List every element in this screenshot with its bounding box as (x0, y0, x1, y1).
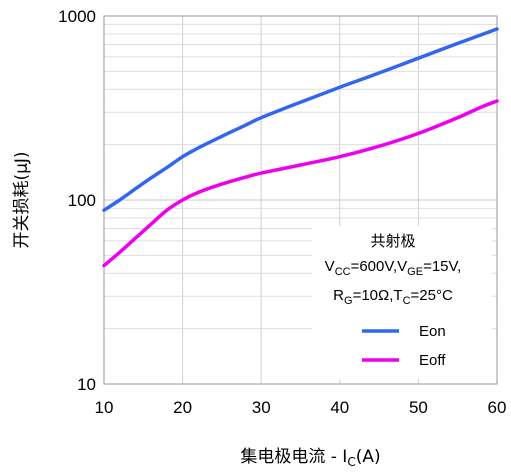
x-tick-label: 50 (409, 398, 428, 417)
x-axis-label: 集电极电流 - IC(A) (240, 447, 380, 469)
annotation-text-part: CC (335, 266, 351, 278)
annotation-text-part: =600V,V (351, 258, 408, 275)
y-tick-labels: 10 100 1000 (58, 7, 96, 394)
x-tick-label: 40 (330, 398, 349, 417)
annotation-line-3: RG=10Ω,TC=25°C (333, 287, 453, 307)
series-line-eon (102, 27, 499, 212)
annotation-text-part: C (403, 295, 411, 307)
x-axis-label-sub: C (347, 455, 355, 469)
legend-label-eoff: Eoff (419, 352, 446, 369)
annotation-line-1: 共射极 (370, 232, 415, 250)
x-axis-label-tail: (A) (356, 447, 381, 467)
series-layer (102, 27, 499, 268)
annotation-text-part: V (325, 258, 335, 275)
plot-frame (103, 15, 498, 385)
x-tick-label: 60 (488, 398, 507, 417)
annotation-text-part: =15V, (423, 258, 461, 275)
annotation-text-part: =10Ω,T (353, 287, 403, 304)
x-tick-label: 10 (95, 398, 114, 417)
annotation-text-part: =25°C (411, 287, 453, 304)
x-tick-label: 30 (252, 398, 271, 417)
annotation-text-part: GE (407, 266, 423, 278)
series-line-eoff (102, 99, 499, 268)
conditions-annotation: 共射极 VCC=600V,VGE=15V, RG=10Ω,TC=25°C (312, 226, 492, 379)
x-tick-labels: 10 20 30 40 50 60 (95, 398, 507, 417)
legend: Eon Eoff (362, 323, 446, 369)
y-tick-label: 100 (68, 191, 96, 210)
x-axis-label-main: 集电极电流 - I (240, 447, 347, 467)
annotation-text-part: R (333, 287, 344, 304)
legend-label-eon: Eon (419, 323, 446, 340)
annotation-text-part: G (344, 295, 353, 307)
annotation-line-2: VCC=600V,VGE=15V, (325, 258, 462, 278)
x-tick-label: 20 (173, 398, 192, 417)
y-tick-label: 10 (77, 375, 96, 394)
annotation-background (312, 226, 492, 379)
y-axis-label: 开关损耗(μJ) (12, 151, 32, 248)
y-tick-label: 1000 (58, 7, 96, 26)
